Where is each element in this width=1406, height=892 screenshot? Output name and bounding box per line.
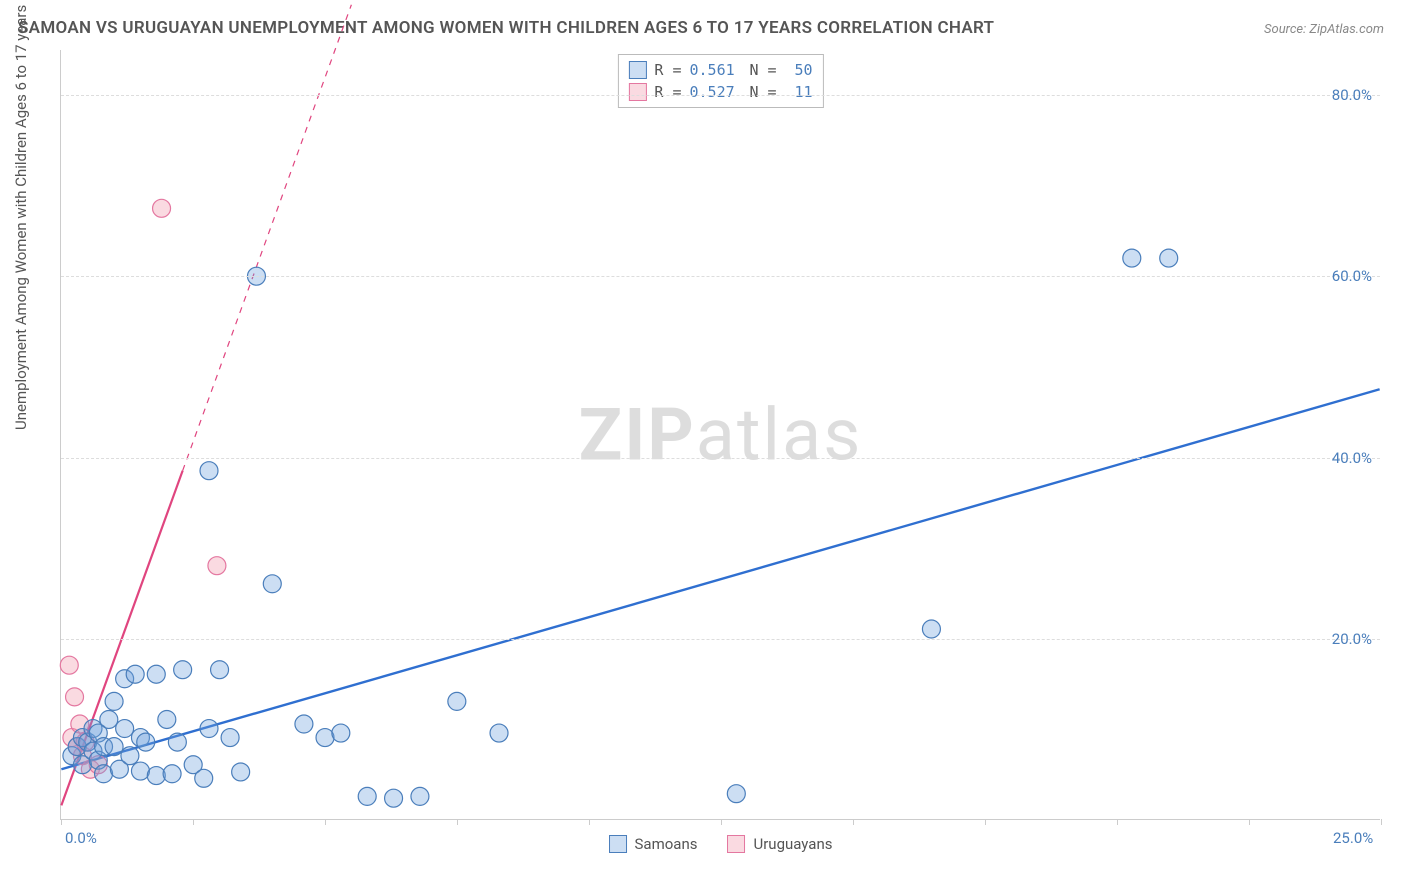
data-point	[727, 785, 745, 803]
data-point	[153, 199, 171, 217]
legend-series: Samoans Uruguayans	[609, 835, 833, 853]
x-tick	[1381, 819, 1382, 825]
x-tick	[1249, 819, 1250, 825]
x-tick	[721, 819, 722, 825]
gridline	[61, 639, 1380, 640]
y-tick-label: 80.0%	[1332, 86, 1372, 104]
legend-label: Samoans	[635, 835, 698, 853]
data-point	[195, 769, 213, 787]
data-point	[60, 656, 78, 674]
x-tick	[985, 819, 986, 825]
x-tick	[61, 819, 62, 825]
data-point	[922, 620, 940, 638]
y-tick-label: 20.0%	[1332, 630, 1372, 648]
data-point	[1123, 249, 1141, 267]
data-point	[100, 710, 118, 728]
data-point	[448, 692, 466, 710]
data-point	[126, 665, 144, 683]
data-point	[263, 575, 281, 593]
legend-item: Samoans	[609, 835, 698, 853]
data-point	[66, 688, 84, 706]
data-point	[200, 462, 218, 480]
x-tick	[325, 819, 326, 825]
y-tick-label: 40.0%	[1332, 449, 1372, 467]
legend-label: Uruguayans	[753, 835, 832, 853]
x-tick	[853, 819, 854, 825]
data-point	[95, 765, 113, 783]
data-point	[358, 787, 376, 805]
source-attribution: Source: ZipAtlas.com	[1264, 22, 1384, 37]
data-point	[168, 733, 186, 751]
data-point	[232, 763, 250, 781]
x-tick-label: 25.0%	[1333, 829, 1373, 847]
data-point	[116, 720, 134, 738]
data-point	[163, 765, 181, 783]
data-point	[208, 557, 226, 575]
data-point	[131, 762, 149, 780]
data-point	[221, 729, 239, 747]
legend-item: Uruguayans	[727, 835, 832, 853]
y-axis-label: Unemployment Among Women with Children A…	[12, 5, 30, 430]
plot-area: ZIPatlas R =0.561N =50R =0.527N =11 Samo…	[60, 50, 1380, 820]
data-point	[137, 733, 155, 751]
gridline	[61, 458, 1380, 459]
legend-swatch	[609, 835, 627, 853]
x-tick	[1117, 819, 1118, 825]
x-tick	[589, 819, 590, 825]
chart-svg	[61, 50, 1380, 819]
gridline	[61, 276, 1380, 277]
regression-line-uruguayans-extrap	[183, 5, 352, 471]
data-point	[200, 720, 218, 738]
data-point	[490, 724, 508, 742]
x-tick	[457, 819, 458, 825]
y-tick-label: 60.0%	[1332, 267, 1372, 285]
gridline	[61, 95, 1380, 96]
data-point	[147, 665, 165, 683]
data-point	[1160, 249, 1178, 267]
data-point	[295, 715, 313, 733]
data-point	[385, 789, 403, 807]
data-point	[332, 724, 350, 742]
x-tick	[193, 819, 194, 825]
data-point	[105, 692, 123, 710]
data-point	[411, 787, 429, 805]
chart-title: SAMOAN VS URUGUAYAN UNEMPLOYMENT AMONG W…	[18, 18, 994, 38]
data-point	[211, 661, 229, 679]
legend-swatch	[727, 835, 745, 853]
data-point	[174, 661, 192, 679]
x-tick-label: 0.0%	[65, 829, 97, 847]
regression-line-samoans	[61, 389, 1379, 769]
data-point	[105, 738, 123, 756]
data-point	[121, 747, 139, 765]
data-point	[158, 710, 176, 728]
data-point	[147, 767, 165, 785]
data-point	[316, 729, 334, 747]
